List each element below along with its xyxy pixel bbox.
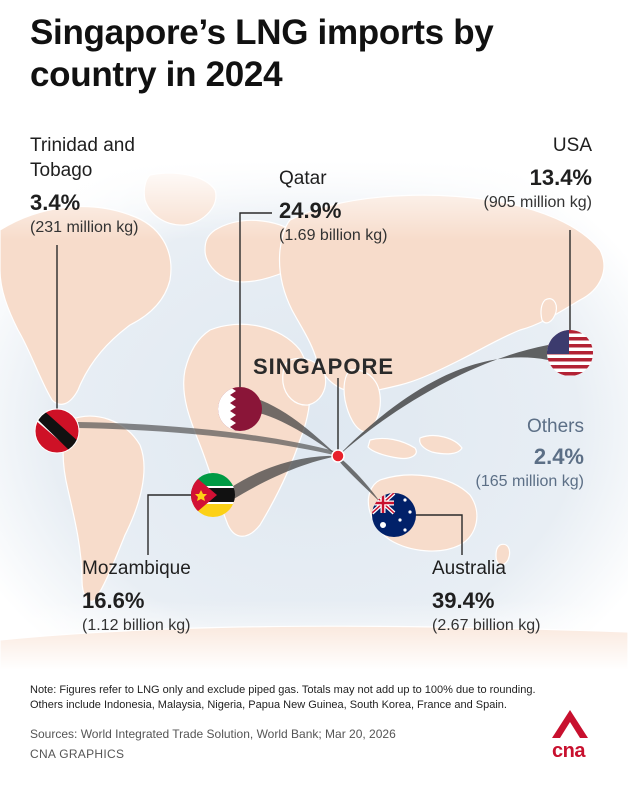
qatar-amount: (1.69 billion kg): [279, 227, 388, 244]
qatar-flow-arc: [255, 398, 338, 456]
others-label: Others 2.4% (165 million kg): [476, 414, 584, 493]
mozambique-flow-arc: [230, 455, 338, 500]
qatar-name: Qatar: [279, 168, 327, 189]
others-amount: (165 million kg): [475, 473, 584, 490]
trinidad-and-tobago-flag: [35, 409, 79, 453]
singapore-dot: [331, 449, 345, 463]
mozambique-amount: (1.12 billion kg): [82, 617, 191, 634]
trinidad-share: 3.4%: [30, 190, 81, 215]
usa-label: USA 13.4% (905 million kg): [484, 133, 592, 214]
qatar-share: 24.9%: [279, 198, 342, 223]
mozambique-label: Mozambique 16.6% (1.12 billion kg): [82, 556, 191, 637]
cna-logo-text: cna: [552, 740, 585, 762]
others-name: Others: [526, 416, 584, 437]
page-title: Singapore’s LNG imports by country in 20…: [30, 13, 494, 94]
australia-flag: [372, 493, 416, 537]
trinidad-name: Trinidad and Tobago: [30, 135, 135, 181]
footnote: Note: Figures refer to LNG only and excl…: [30, 684, 536, 711]
trinidad-amount: (231 million kg): [30, 219, 139, 236]
usa-flow-arc: [338, 345, 548, 456]
australia-leader-line: [394, 514, 463, 555]
sources: Sources: World Integrated Trade Solution…: [30, 727, 396, 741]
qatar-label: Qatar 24.9% (1.69 billion kg): [279, 166, 388, 247]
usa-name: USA: [552, 135, 592, 156]
mozambique-share: 16.6%: [82, 588, 145, 613]
trinidad-label: Trinidad and Tobago 3.4% (231 million kg…: [30, 133, 138, 239]
mozambique-flag: [191, 473, 235, 517]
australia-share: 39.4%: [432, 588, 495, 613]
usa-amount: (905 million kg): [483, 194, 592, 211]
australia-name: Australia: [432, 558, 506, 579]
usa-share: 13.4%: [529, 165, 592, 190]
qatar-leader-line: [239, 212, 272, 387]
cna-logo-icon: [552, 710, 588, 738]
qatar-flag: [218, 387, 262, 431]
graphics-credit: CNA GRAPHICS: [30, 747, 125, 761]
australia-label: Australia 39.4% (2.67 billion kg): [432, 556, 541, 637]
mozambique-name: Mozambique: [82, 558, 191, 579]
australia-amount: (2.67 billion kg): [432, 617, 541, 634]
world-map: [0, 160, 628, 670]
trinidad-flow-arc: [78, 422, 338, 456]
singapore-label: SINGAPORE: [253, 354, 395, 379]
flow-arcs: [78, 345, 548, 502]
australia-flow-arc: [338, 456, 380, 502]
others-share: 2.4%: [533, 444, 584, 469]
usa-flag: [547, 330, 593, 376]
